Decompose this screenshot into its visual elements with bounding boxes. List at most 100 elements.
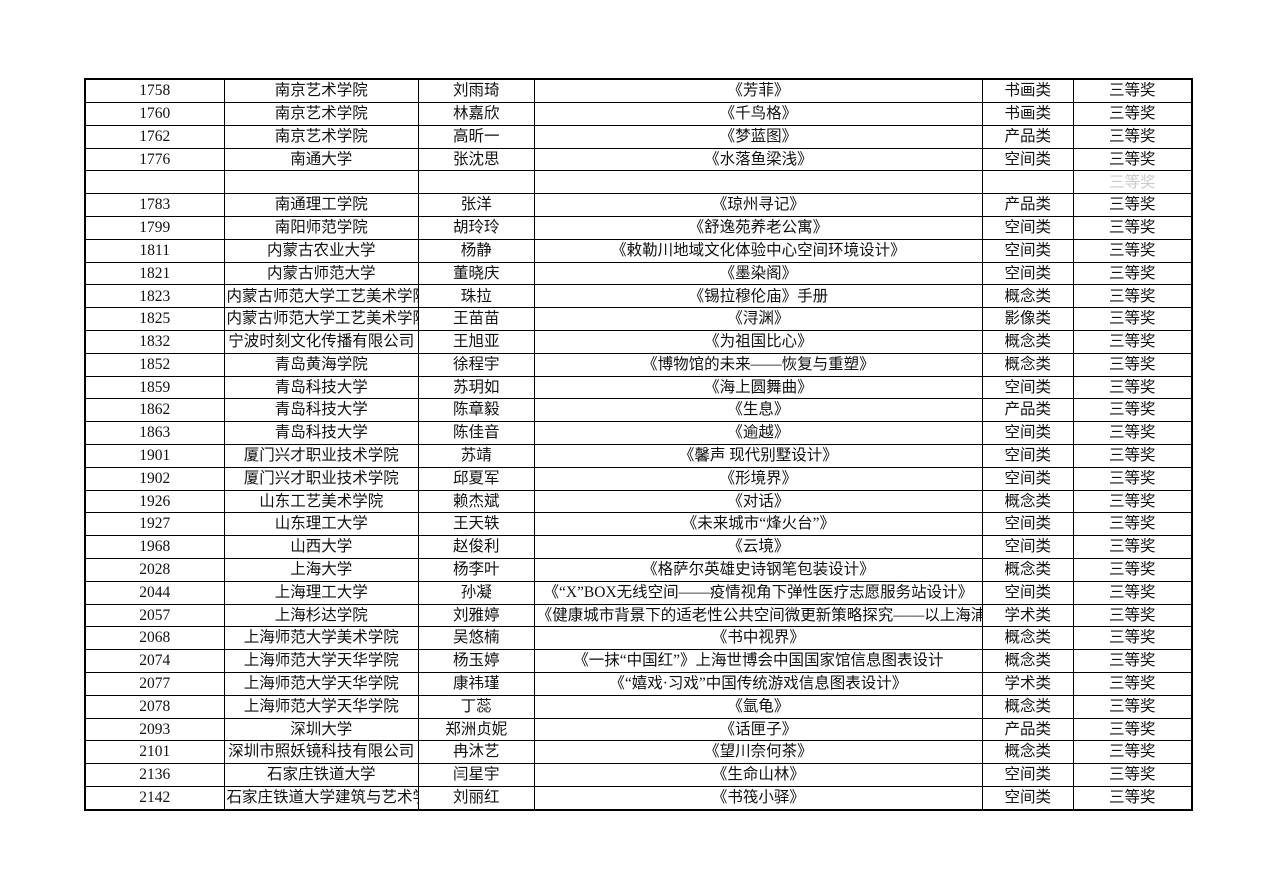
cell-institution: 南通理工学院 xyxy=(223,193,419,217)
cell-entry-number: 1901 xyxy=(84,443,225,468)
cell-award: 三等奖 xyxy=(1072,443,1193,468)
cell-entry-number: 2136 xyxy=(84,763,225,787)
cell-author: 王苗苗 xyxy=(417,307,535,331)
cell-institution: 深圳市照妖镜科技有限公司 xyxy=(223,740,419,765)
cell-work-title: 《舒逸苑养老公寓》 xyxy=(533,215,983,240)
cell-author: 王天轶 xyxy=(417,512,535,537)
cell-institution: 石家庄铁道大学建筑与艺术学院 xyxy=(223,785,419,811)
cell-category: 空间类 xyxy=(981,215,1074,240)
cell-award: 三等奖 xyxy=(1072,215,1193,240)
cell-work-title: 《云境》 xyxy=(533,535,983,559)
table-row: 1901 厦门兴才职业技术学院 苏靖 《馨声 现代别墅设计》 空间类 三等奖 xyxy=(84,443,1193,468)
cell-award: 三等奖 xyxy=(1072,535,1193,559)
cell-entry-number: 1825 xyxy=(84,307,225,331)
cell-category: 概念类 xyxy=(981,694,1074,719)
cell-work-title: 《未来城市“烽火台”》 xyxy=(533,512,983,537)
cell-award: 三等奖 xyxy=(1072,489,1193,514)
cell-category: 书画类 xyxy=(981,78,1074,103)
cell-institution: 厦门兴才职业技术学院 xyxy=(223,466,419,491)
cell-award: 三等奖 xyxy=(1072,740,1193,765)
cell-category: 产品类 xyxy=(981,717,1074,742)
cell-institution: 南阳师范学院 xyxy=(223,215,419,240)
cell-category: 空间类 xyxy=(981,512,1074,537)
cell-institution: 青岛科技大学 xyxy=(223,375,419,400)
cell-entry-number: 1758 xyxy=(84,78,225,103)
cell-institution: 南京艺术学院 xyxy=(223,78,419,103)
cell-award: 三等奖 xyxy=(1072,671,1193,696)
cell-work-title: 《浔渊》 xyxy=(533,307,983,331)
cell-entry-number: 1821 xyxy=(84,261,225,286)
table-row: 1783 南通理工学院 张洋 《琼州寻记》 产品类 三等奖 xyxy=(84,193,1193,217)
cell-institution: 青岛科技大学 xyxy=(223,398,419,423)
table-row: 1862 青岛科技大学 陈章毅 《生息》 产品类 三等奖 xyxy=(84,398,1193,423)
table-row: 1825 内蒙古师范大学工艺美术学院 王苗苗 《浔渊》 影像类 三等奖 xyxy=(84,307,1193,331)
table-row: 1863 青岛科技大学 陈佳音 《逾越》 空间类 三等奖 xyxy=(84,421,1193,445)
table-row: 1799 南阳师范学院 胡玲玲 《舒逸苑养老公寓》 空间类 三等奖 xyxy=(84,215,1193,240)
table-row: 1776 南通大学 张沈思 《水落鱼梁浅》 空间类 三等奖 xyxy=(84,147,1193,172)
cell-institution: 宁波时刻文化传播有限公司 xyxy=(223,329,419,354)
cell-award: 三等奖 xyxy=(1072,785,1193,811)
awards-table: 1758 南京艺术学院 刘雨琦 《芳菲》 书画类 三等奖 1760 南京艺术学院 林嘉欣 《千鸟格… xyxy=(84,78,1193,811)
cell-award: 三等奖 xyxy=(1072,649,1193,673)
cell-category: 空间类 xyxy=(981,421,1074,445)
cell-category xyxy=(981,170,1074,195)
cell-work-title: 《书筏小驿》 xyxy=(533,785,983,811)
cell-category: 空间类 xyxy=(981,535,1074,559)
cell-institution: 南通大学 xyxy=(223,147,419,172)
cell-award: 三等奖 xyxy=(1072,352,1193,377)
cell-work-title: 《书中视界》 xyxy=(533,626,983,651)
cell-award: 三等奖 xyxy=(1072,626,1193,651)
cell-author: 刘雨琦 xyxy=(417,78,535,103)
cell-award: 三等奖 xyxy=(1072,78,1193,103)
cell-institution: 上海杉达学院 xyxy=(223,603,419,628)
cell-author: 董晓庆 xyxy=(417,261,535,286)
cell-work-title: 《千鸟格》 xyxy=(533,101,983,126)
table-row: 2068 上海师范大学美术学院 吴悠楠 《书中视界》 概念类 三等奖 xyxy=(84,626,1193,651)
cell-institution: 上海大学 xyxy=(223,557,419,582)
cell-institution: 青岛黄海学院 xyxy=(223,352,419,377)
cell-author: 杨李叶 xyxy=(417,557,535,582)
cell-work-title: 《“X”BOX无线空间——疫情视角下弹性医疗志愿服务站设计》 xyxy=(533,580,983,605)
cell-institution: 南京艺术学院 xyxy=(223,101,419,126)
cell-institution: 上海师范大学天华学院 xyxy=(223,694,419,719)
cell-category: 概念类 xyxy=(981,284,1074,309)
cell-entry-number: 2078 xyxy=(84,694,225,719)
cell-category: 空间类 xyxy=(981,147,1074,172)
cell-author: 康祎瑾 xyxy=(417,671,535,696)
cell-award: 三等奖 xyxy=(1072,717,1193,742)
cell-author: 刘丽红 xyxy=(417,785,535,811)
cell-category: 概念类 xyxy=(981,489,1074,514)
cell-author: 赵俊利 xyxy=(417,535,535,559)
cell-work-title: 《墨染阁》 xyxy=(533,261,983,286)
cell-work-title: 《氩龟》 xyxy=(533,694,983,719)
cell-entry-number xyxy=(84,170,225,195)
cell-author: 林嘉欣 xyxy=(417,101,535,126)
cell-award: 三等奖 xyxy=(1072,261,1193,286)
table-row: 2028 上海大学 杨李叶 《格萨尔英雄史诗钢笔包装设计》 概念类 三等奖 xyxy=(84,557,1193,582)
cell-author: 邱夏军 xyxy=(417,466,535,491)
cell-entry-number: 2044 xyxy=(84,580,225,605)
cell-entry-number: 2074 xyxy=(84,649,225,673)
cell-author: 冉沐艺 xyxy=(417,740,535,765)
cell-category: 产品类 xyxy=(981,193,1074,217)
cell-institution: 上海师范大学天华学院 xyxy=(223,671,419,696)
table-row: 2078 上海师范大学天华学院 丁蕊 《氩龟》 概念类 三等奖 xyxy=(84,694,1193,719)
cell-institution: 山西大学 xyxy=(223,535,419,559)
cell-institution: 山东工艺美术学院 xyxy=(223,489,419,514)
cell-institution: 青岛科技大学 xyxy=(223,421,419,445)
cell-author: 高昕一 xyxy=(417,124,535,149)
cell-entry-number: 2077 xyxy=(84,671,225,696)
cell-entry-number: 2142 xyxy=(84,785,225,811)
cell-work-title: 《梦蓝图》 xyxy=(533,124,983,149)
cell-award: 三等奖 xyxy=(1072,763,1193,787)
cell-category: 空间类 xyxy=(981,261,1074,286)
cell-author: 闫星宇 xyxy=(417,763,535,787)
cell-category: 空间类 xyxy=(981,375,1074,400)
cell-award: 三等奖 xyxy=(1072,124,1193,149)
cell-category: 概念类 xyxy=(981,352,1074,377)
cell-entry-number: 2101 xyxy=(84,740,225,765)
cell-author: 徐程宇 xyxy=(417,352,535,377)
cell-entry-number: 1762 xyxy=(84,124,225,149)
cell-award: 三等奖 xyxy=(1072,466,1193,491)
cell-work-title: 《敕勒川地域文化体验中心空间环境设计》 xyxy=(533,238,983,263)
